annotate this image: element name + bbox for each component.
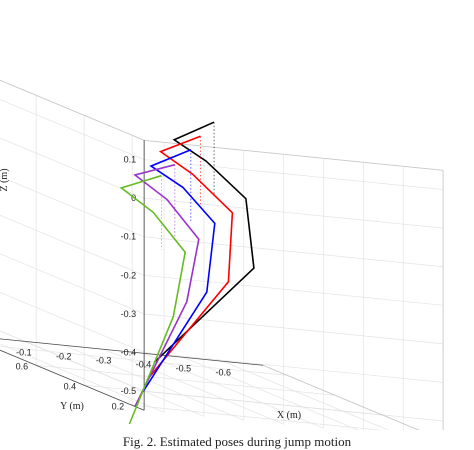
- box-edge: [0, 79, 145, 141]
- z-tick-label: -0.5: [121, 386, 137, 396]
- x-tick-label: -0.2: [56, 351, 72, 361]
- floor-grid-line-x: [143, 352, 324, 429]
- side-wall-grid-line-z: [0, 99, 145, 160]
- z-tick-label: -0.2: [121, 270, 137, 280]
- x-axis-line: [0, 338, 264, 366]
- x-tick-label: -0.5: [176, 363, 192, 373]
- back-wall-grid-line-z: [144, 236, 444, 268]
- grid-lines: [0, 79, 444, 430]
- y-tick-label: 0.4: [64, 381, 77, 391]
- floor-grid-line-x: [183, 356, 359, 430]
- tick-labels: 0.10-0.1-0.2-0.3-0.4-0.50.20.40.60.80-0.…: [16, 155, 231, 412]
- figure-caption: Fig. 2. Estimated poses during jump moti…: [122, 434, 352, 449]
- x-tick-label: -0.3: [96, 355, 112, 365]
- x-tick-label: -0.4: [136, 359, 152, 369]
- side-wall-grid-line-z: [0, 253, 145, 315]
- back-wall-grid-line-z: [144, 352, 444, 383]
- z-tick-label: 0.1: [124, 155, 137, 165]
- y-axis-line: [0, 349, 145, 411]
- back-wall-grid-line-z: [144, 197, 444, 229]
- z-axis-label: Z (m): [0, 168, 10, 191]
- y-tick-label: 0.6: [16, 361, 29, 371]
- floor-grid-line-x: [103, 348, 284, 425]
- series-line-4: [133, 163, 200, 407]
- side-wall-grid-line-z: [0, 176, 145, 238]
- side-wall-grid-line-z: [0, 330, 145, 392]
- back-wall-grid-line-z: [144, 313, 444, 345]
- side-wall-grid-line-z: [0, 291, 145, 353]
- floor-grid-line-x: [223, 360, 390, 430]
- side-wall-grid-line-z: [0, 214, 145, 276]
- y-axis-label: Y (m): [60, 401, 84, 412]
- floor-grid-line-y: [0, 346, 288, 376]
- floor-grid-line-y: [36, 364, 336, 396]
- x-tick-label: -0.1: [16, 347, 32, 357]
- series-line-1: [153, 121, 255, 363]
- box-edge: [262, 364, 420, 430]
- back-wall-grid-line-z: [144, 159, 444, 190]
- series-line-2: [147, 135, 234, 379]
- floor-grid-line-x: [63, 344, 244, 421]
- x-axis-label: X (m): [277, 410, 301, 421]
- chart-3d-plot: 0.10-0.1-0.2-0.3-0.4-0.50.20.40.60.80-0.…: [0, 79, 444, 430]
- back-wall-grid-line-z: [144, 274, 444, 306]
- x-tick-label: -0.6: [215, 367, 231, 377]
- back-wall-grid-line-z: [144, 390, 444, 422]
- floor-grid-line-y: [132, 404, 382, 430]
- z-tick-label: -0.3: [121, 309, 137, 319]
- y-tick-label: 0.2: [112, 401, 125, 411]
- box-edge: [144, 139, 444, 171]
- z-tick-label: -0.4: [121, 347, 137, 357]
- series-lines: [119, 121, 255, 425]
- z-tick-label: -0.1: [121, 232, 137, 242]
- series-line-5: [119, 174, 187, 425]
- side-wall-grid-line-z: [0, 137, 145, 199]
- floor-grid-line-x: [0, 343, 165, 413]
- series-line-3: [142, 148, 216, 393]
